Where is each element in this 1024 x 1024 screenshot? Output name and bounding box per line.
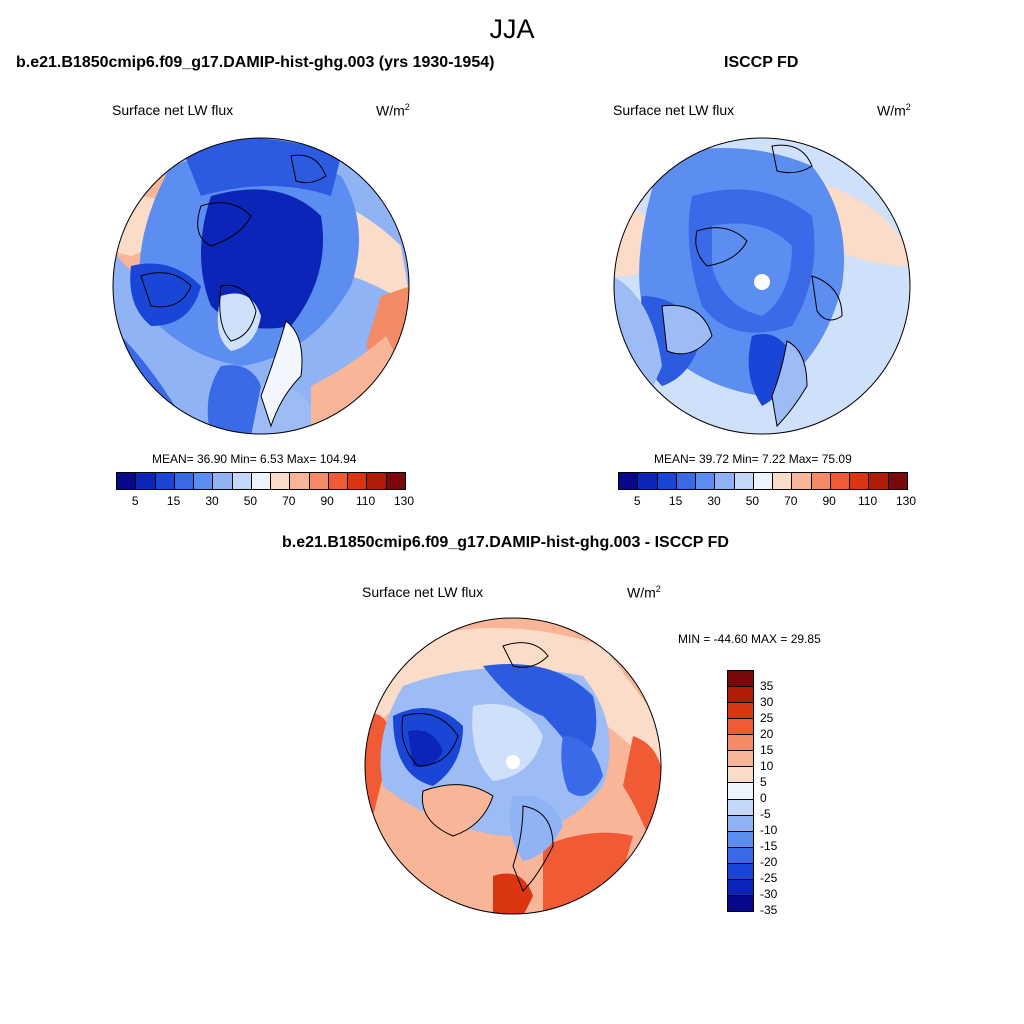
right-colorbar-tick-label: 30 xyxy=(707,494,721,508)
diff-variable-label: Surface net LW flux xyxy=(362,584,484,600)
left-colorbar-swatch xyxy=(251,473,272,489)
right-panel-title: ISCCP FD xyxy=(724,54,799,71)
left-colorbar-swatch xyxy=(155,473,175,489)
diff-colorbar-tick-label: -30 xyxy=(760,887,778,901)
right-colorbar-swatch xyxy=(792,473,812,489)
diff-colorbar-swatch xyxy=(728,703,753,720)
diff-colorbar-swatch xyxy=(728,687,753,704)
diff-colorbar-tick-label: 35 xyxy=(760,679,774,693)
left-colorbar-tick-label: 30 xyxy=(205,494,219,508)
diff-colorbar-tick-label: 15 xyxy=(760,743,774,757)
right-stats: MEAN= 39.72 Min= 7.22 Max= 75.09 xyxy=(654,452,852,466)
diff-colorbar-tick-label: 5 xyxy=(760,775,767,789)
right-colorbar-swatch xyxy=(773,473,793,489)
diff-colorbar-tick-label: -25 xyxy=(760,871,778,885)
left-colorbar-swatch xyxy=(232,473,252,489)
diff-colorbar-tick-label: 30 xyxy=(760,695,774,709)
diff-colorbar-swatch xyxy=(728,671,753,688)
diff-colorbar-swatch xyxy=(728,831,753,848)
diff-colorbar-tick-label: 20 xyxy=(760,727,774,741)
right-colorbar-tick-label: 5 xyxy=(633,494,641,508)
left-colorbar-swatch xyxy=(367,473,387,489)
left-variable-label: Surface net LW flux xyxy=(112,102,234,118)
left-colorbar-tick-label: 15 xyxy=(166,494,181,508)
diff-colorbar-tick-label: -20 xyxy=(760,855,778,869)
left-colorbar-swatch xyxy=(386,473,405,489)
diff-colorbar-tick-label: 25 xyxy=(760,711,774,725)
right-colorbar-tick-label: 15 xyxy=(668,494,683,508)
right-polar-map xyxy=(613,137,911,435)
diff-colorbar-swatch xyxy=(728,783,753,800)
right-colorbar-swatch xyxy=(715,473,735,489)
left-colorbar-swatch xyxy=(136,473,156,489)
left-polar-map xyxy=(112,137,410,435)
right-colorbar-tick-label: 50 xyxy=(745,494,760,508)
right-colorbar-tick-label: 110 xyxy=(858,494,878,508)
diff-colorbar-swatch xyxy=(728,799,753,816)
right-colorbar-swatch xyxy=(830,473,851,489)
diff-units-label: W/m2 xyxy=(627,584,661,601)
right-colorbar-swatch xyxy=(734,473,754,489)
left-colorbar-tick-label: 130 xyxy=(393,494,415,508)
right-colorbar-swatch xyxy=(850,473,870,489)
left-colorbar-swatch xyxy=(194,473,214,489)
right-colorbar-swatch xyxy=(638,473,658,489)
diff-colorbar-tick-label: 0 xyxy=(760,791,767,805)
left-colorbar-swatch xyxy=(117,473,137,489)
left-colorbar-swatch xyxy=(213,473,233,489)
diff-colorbar xyxy=(727,670,754,912)
diff-colorbar-swatch xyxy=(728,815,753,832)
diff-colorbar-swatch xyxy=(728,863,753,880)
diff-colorbar-swatch xyxy=(728,767,753,784)
right-colorbar-swatch xyxy=(696,473,716,489)
right-colorbar-tick-label: 90 xyxy=(822,494,836,508)
right-colorbar-tick-label: 70 xyxy=(784,494,798,508)
diff-colorbar-tick-label: -10 xyxy=(760,823,778,837)
left-colorbar-swatch xyxy=(290,473,310,489)
diff-colorbar-tick-label: 10 xyxy=(760,759,774,773)
diff-colorbar-swatch xyxy=(728,847,753,864)
diff-colorbar-swatch xyxy=(728,879,753,896)
right-units-label: W/m2 xyxy=(877,102,911,119)
diff-colorbar-swatch xyxy=(728,719,753,736)
left-colorbar-tick-label: 5 xyxy=(131,494,139,508)
left-panel-title: b.e21.B1850cmip6.f09_g17.DAMIP-hist-ghg.… xyxy=(16,54,495,71)
diff-colorbar-tick-label: -5 xyxy=(760,807,771,821)
diff-colorbar-tick-label: -35 xyxy=(760,903,778,917)
diff-stats: MIN = -44.60 MAX = 29.85 xyxy=(678,632,821,646)
diff-colorbar-swatch xyxy=(728,735,753,752)
left-stats: MEAN= 36.90 Min= 6.53 Max= 104.94 xyxy=(152,452,357,466)
left-colorbar-swatch xyxy=(309,473,329,489)
left-colorbar-swatch xyxy=(174,473,195,489)
right-variable-label: Surface net LW flux xyxy=(613,102,735,118)
diff-panel-title: b.e21.B1850cmip6.f09_g17.DAMIP-hist-ghg.… xyxy=(282,534,729,551)
diff-colorbar-tick-label: -15 xyxy=(760,839,778,853)
right-colorbar-swatch xyxy=(753,473,774,489)
right-colorbar-swatch xyxy=(657,473,677,489)
left-colorbar-swatch xyxy=(348,473,368,489)
right-colorbar-swatch xyxy=(888,473,907,489)
left-colorbar-tick-label: 90 xyxy=(320,494,334,508)
right-colorbar-tick-label: 130 xyxy=(895,494,917,508)
right-colorbar-swatch xyxy=(869,473,889,489)
right-colorbar xyxy=(618,472,908,490)
left-colorbar-tick-label: 50 xyxy=(243,494,258,508)
left-colorbar-swatch xyxy=(328,473,349,489)
right-colorbar-swatch xyxy=(811,473,831,489)
left-colorbar-tick-label: 110 xyxy=(356,494,376,508)
diff-colorbar-swatch xyxy=(728,751,753,768)
figure-title: JJA xyxy=(489,14,535,44)
diff-polar-map xyxy=(364,617,662,915)
right-colorbar-swatch xyxy=(676,473,697,489)
left-units-label: W/m2 xyxy=(376,102,410,119)
right-colorbar-swatch xyxy=(619,473,639,489)
left-colorbar-swatch xyxy=(271,473,291,489)
left-colorbar-tick-label: 70 xyxy=(282,494,296,508)
diff-colorbar-swatch xyxy=(728,895,753,911)
left-colorbar xyxy=(116,472,406,490)
